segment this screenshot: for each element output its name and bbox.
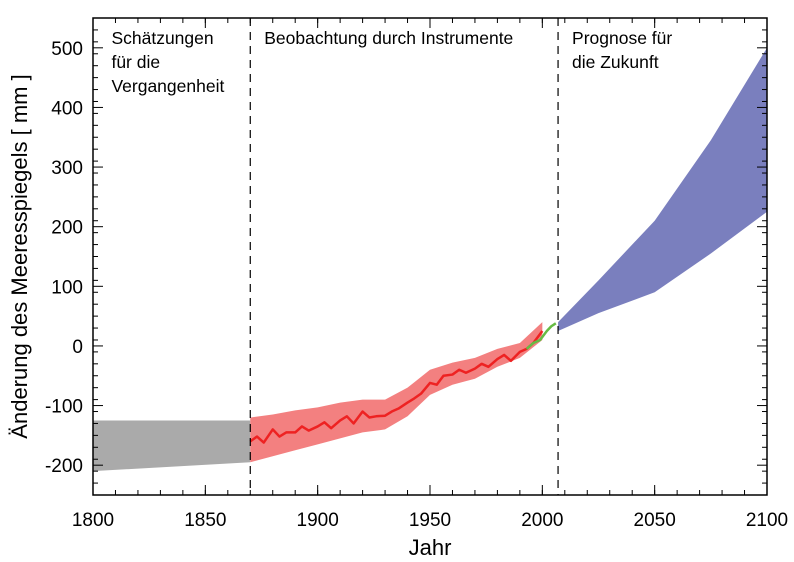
- annotation-0: für die: [111, 52, 160, 72]
- x-tick-label: 1900: [297, 510, 339, 531]
- y-tick-label: 400: [51, 98, 83, 119]
- y-tick-label: 300: [51, 158, 83, 179]
- x-tick-label: 1950: [409, 510, 451, 531]
- annotation-0: Vergangenheit: [111, 76, 224, 96]
- x-axis-label: Jahr: [409, 535, 452, 560]
- x-tick-label: 2050: [634, 510, 676, 531]
- y-tick-label: 500: [51, 39, 83, 60]
- y-tick-label: 100: [51, 277, 83, 298]
- line-2: [249, 330, 544, 444]
- annotation-1: Beobachtung durch Instrumente: [264, 28, 513, 48]
- y-tick-label: -200: [45, 456, 83, 477]
- line-3: [525, 322, 557, 350]
- annotation-2: Prognose für: [572, 28, 672, 48]
- x-tick-label: 1850: [184, 510, 226, 531]
- y-tick-label: 0: [72, 337, 83, 358]
- annotation-0: Schätzungen: [111, 28, 213, 48]
- x-tick-label: 2000: [521, 510, 563, 531]
- band-4: [558, 47, 767, 332]
- y-axis-label: Änderung des Meeresspiegels [ mm ]: [7, 74, 32, 438]
- y-tick-label: 200: [51, 218, 83, 239]
- x-tick-label: 1800: [72, 510, 114, 531]
- band-0: [93, 420, 251, 472]
- band-1: [250, 322, 543, 463]
- y-tick-label: -100: [45, 397, 83, 418]
- x-tick-label: 2100: [746, 510, 788, 531]
- annotation-2: die Zukunft: [572, 52, 659, 72]
